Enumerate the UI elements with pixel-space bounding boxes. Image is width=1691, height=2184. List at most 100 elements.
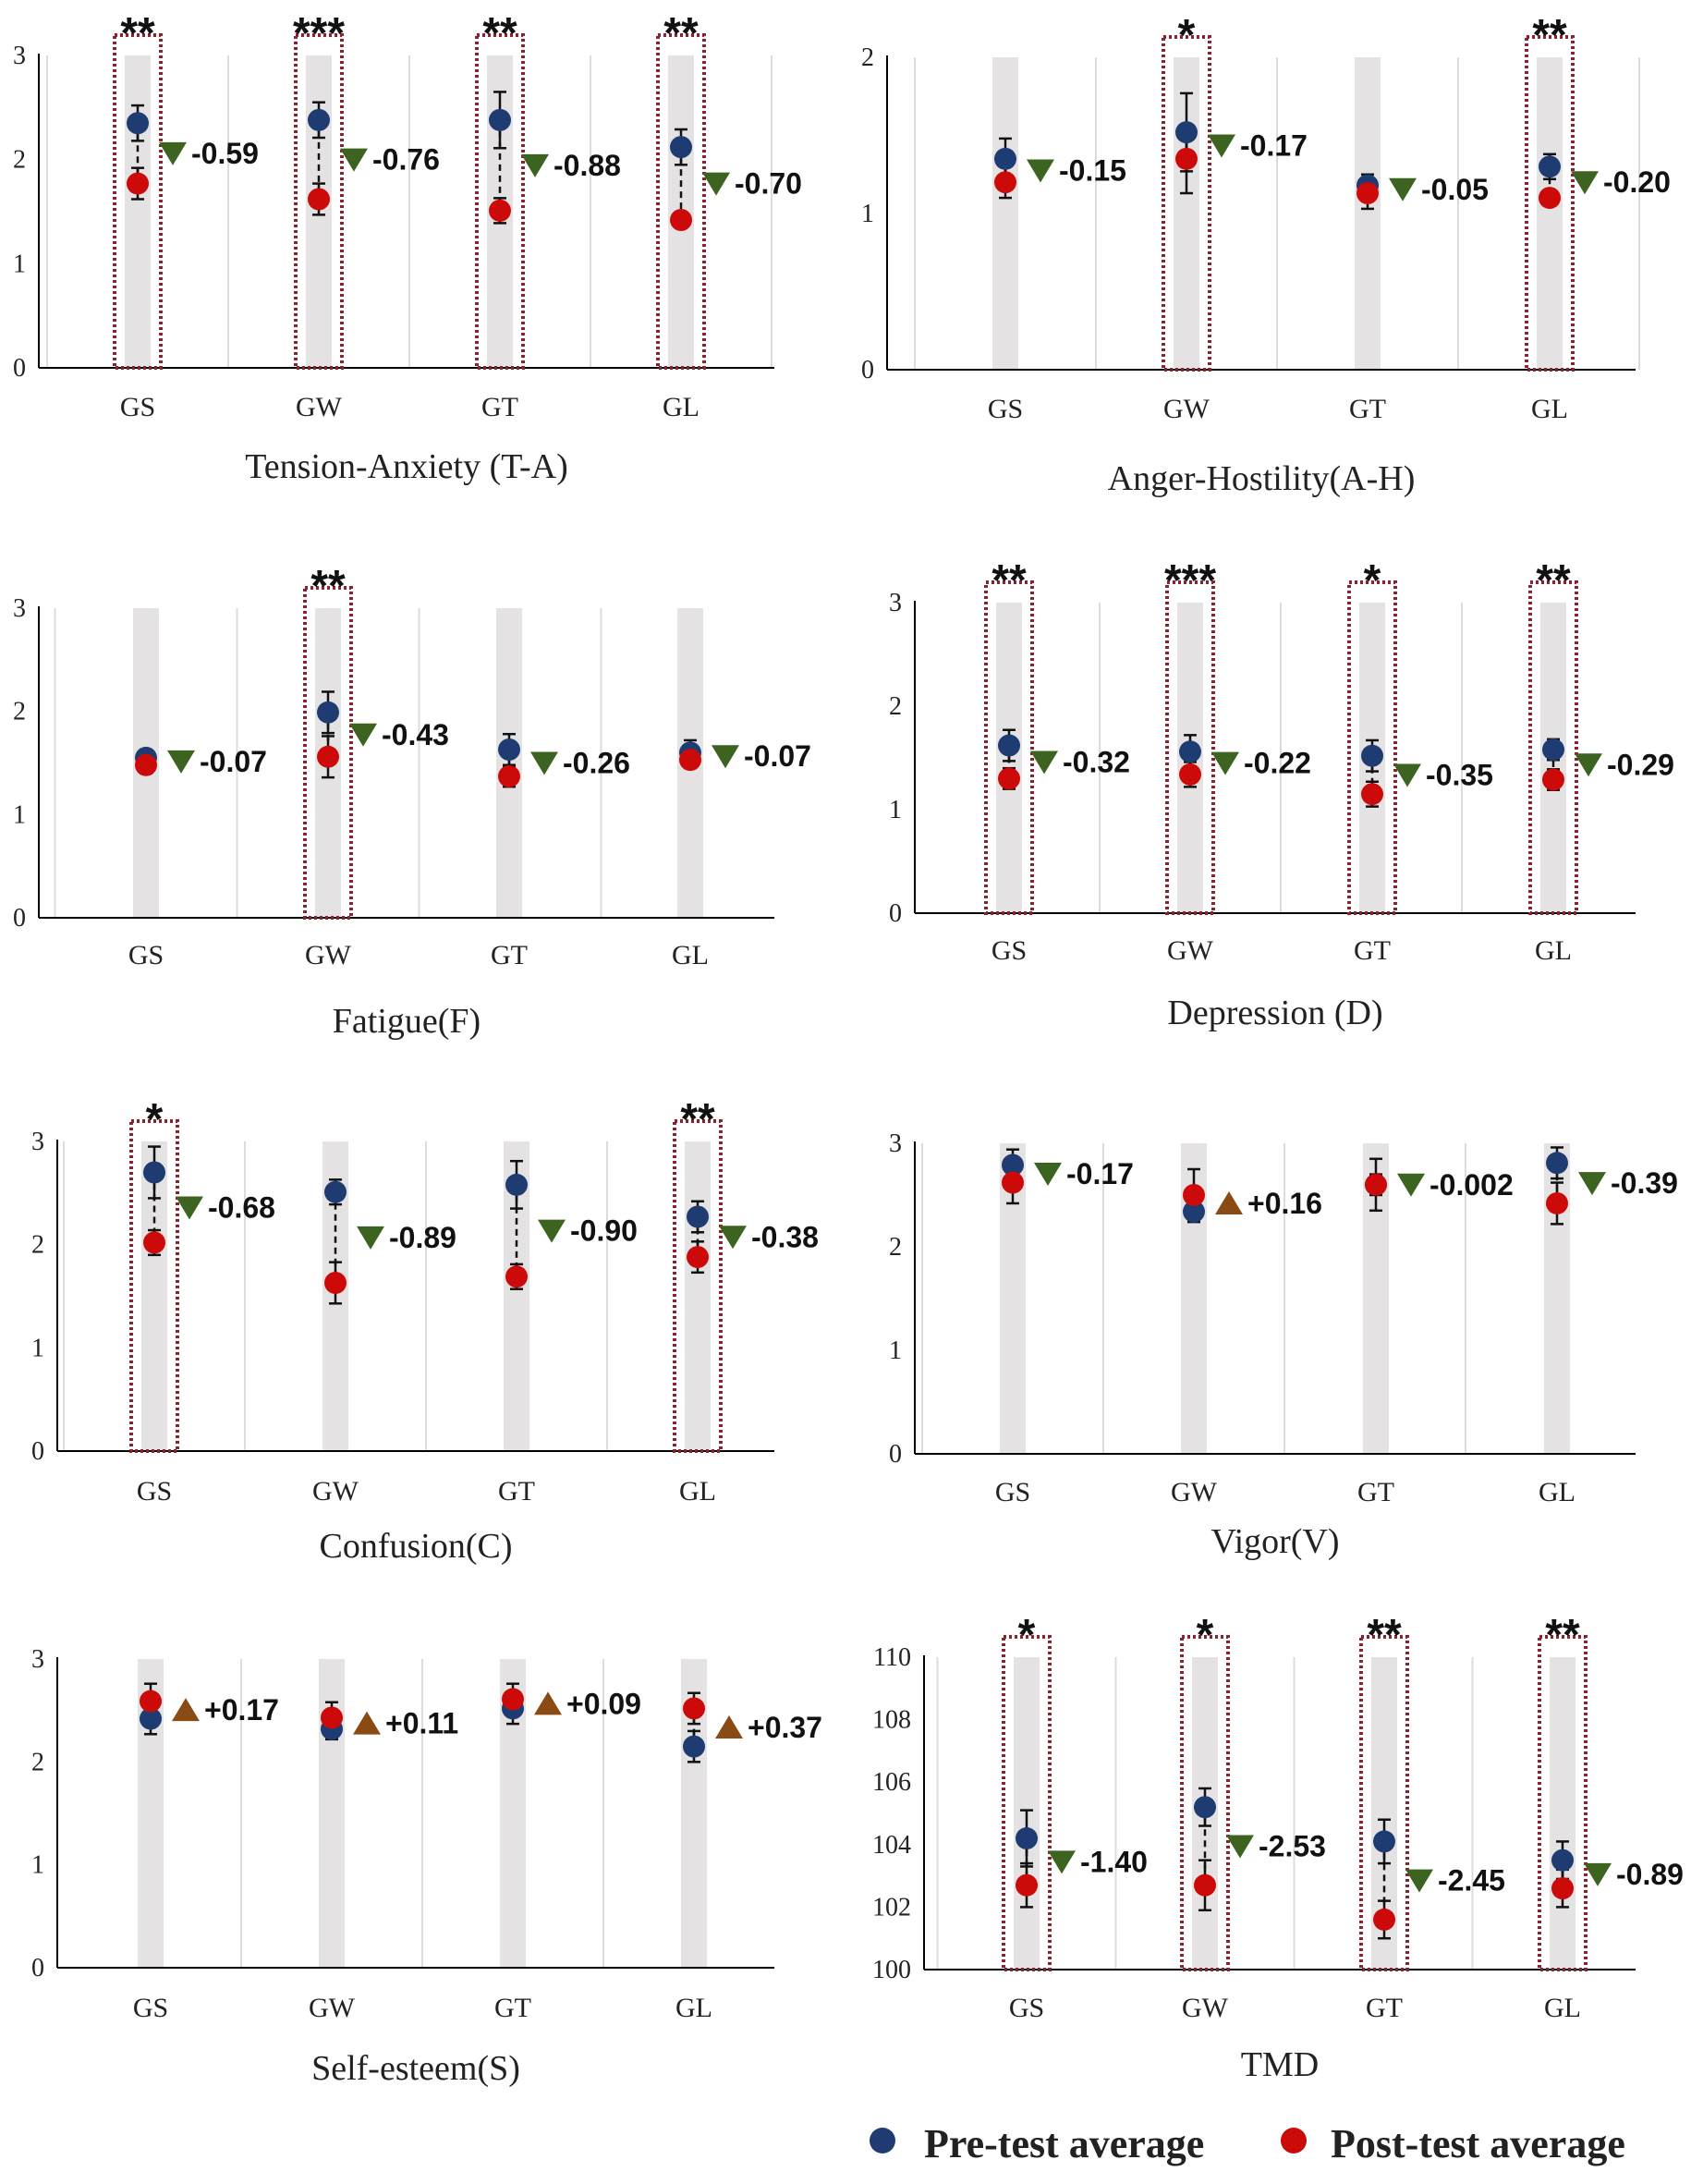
significance-box (1165, 580, 1215, 915)
x-tick-label: GW (1163, 394, 1210, 424)
decrease-triangle-icon (1226, 1835, 1254, 1859)
decrease-triangle-icon (1034, 1163, 1062, 1187)
decrease-triangle-icon (159, 141, 187, 165)
decrease-triangle-icon (349, 723, 377, 747)
y-tick-label: 102 (872, 1893, 911, 1922)
pre-test-point (998, 734, 1020, 757)
decrease-triangle-icon (712, 745, 739, 769)
category-band (1550, 1657, 1575, 1970)
chart-panel-2: 0 1 2 GS GW GT GL Anger-Hostility(A-H) -0.15 * -0.… (861, 11, 1671, 498)
pre-test-point (1016, 1827, 1038, 1850)
post-test-point (1542, 768, 1564, 791)
significance-box (673, 1119, 723, 1453)
significance-stars: ** (991, 556, 1027, 605)
category-band (125, 55, 151, 368)
chart-panel-7: 0 1 2 3 GS GW GT GL Self-esteem(S) +0.17 +0.11 +0.0… (31, 1645, 822, 2088)
post-test-point (1551, 1877, 1574, 1900)
pre-test-point (317, 701, 339, 724)
chart-title: TMD (1241, 2045, 1319, 2084)
pre-test-point (1539, 155, 1561, 178)
y-tick-label: 3 (13, 42, 26, 70)
chart-title: Tension-Anxiety (T-A) (245, 447, 567, 486)
increase-triangle-icon (172, 1698, 200, 1722)
post-test-point (1546, 1191, 1568, 1214)
significance-stars: ** (482, 9, 517, 58)
change-label: -1.40 (1080, 1845, 1148, 1878)
x-tick-label: GL (1535, 935, 1572, 966)
change-label: -0.88 (554, 149, 621, 182)
y-tick-label: 0 (889, 899, 902, 928)
change-label: -0.76 (372, 143, 440, 177)
pre-test-point (1002, 1153, 1024, 1177)
significance-stars: ** (1545, 1611, 1580, 1660)
change-label: +0.17 (204, 1693, 279, 1726)
pre-test-point (140, 1707, 162, 1730)
change-label: -0.38 (751, 1220, 819, 1253)
significance-stars: ** (310, 562, 346, 611)
change-label: -2.53 (1259, 1829, 1326, 1862)
pre-test-point (1551, 1848, 1574, 1872)
category-band (992, 57, 1018, 370)
change-label: -0.43 (382, 718, 449, 751)
x-tick-label: GL (663, 392, 700, 422)
change-label: -0.20 (1603, 165, 1671, 199)
pre-test-point (324, 1180, 347, 1203)
increase-triangle-icon (1215, 1190, 1243, 1214)
pre-test-point (308, 108, 330, 131)
post-test-point (1179, 763, 1201, 786)
pre-test-point (505, 1173, 528, 1196)
increase-triangle-icon (715, 1715, 743, 1739)
post-test-point (1002, 1171, 1024, 1194)
x-tick-label: GW (1182, 1993, 1229, 2023)
x-tick-label: GW (1167, 935, 1214, 966)
y-tick-label: 106 (872, 1768, 911, 1797)
significance-box (984, 580, 1034, 915)
significance-box (294, 33, 344, 370)
change-label: -0.90 (570, 1214, 638, 1248)
x-tick-label: GT (491, 940, 528, 970)
chart-title: Anger-Hostility(A-H) (1108, 459, 1416, 498)
post-test-point (998, 767, 1020, 790)
decrease-triangle-icon (1048, 1850, 1076, 1874)
y-tick-label: 2 (861, 43, 874, 72)
change-label: -0.07 (200, 745, 267, 778)
x-tick-label: GS (120, 392, 155, 422)
pre-test-point (1546, 1152, 1568, 1175)
significance-box (113, 33, 163, 370)
x-tick-label: GS (137, 1476, 172, 1507)
legend-pre-label: Pre-test average (924, 2121, 1204, 2166)
significance-stars: ** (680, 1095, 715, 1144)
decrease-triangle-icon (1584, 1862, 1612, 1886)
pre-test-point (127, 112, 149, 135)
significance-box (1538, 1635, 1588, 1971)
chart-panel-8: 100 102 104 106 108 110 GS GW GT GL TMD * -1.40 * -2.5… (872, 1611, 1684, 2084)
pre-test-point (1361, 744, 1383, 767)
y-tick-label: 2 (13, 698, 26, 726)
post-test-point (317, 745, 339, 768)
y-tick-label: 0 (13, 904, 26, 933)
change-label: -0.32 (1063, 745, 1130, 778)
y-tick-label: 1 (889, 1336, 902, 1365)
post-test-point (679, 749, 701, 772)
decrease-triangle-icon (1578, 1172, 1606, 1196)
y-tick-label: 1 (861, 200, 874, 228)
post-test-point (502, 1688, 524, 1711)
significance-box (129, 1119, 179, 1453)
x-tick-label: GT (494, 1993, 531, 2023)
significance-stars: *** (293, 9, 345, 58)
change-label: -0.22 (1244, 747, 1311, 780)
pre-test-point (1542, 738, 1564, 762)
change-label: -0.17 (1066, 1157, 1134, 1190)
x-tick-label: GS (1009, 1993, 1044, 2023)
significance-box (1528, 580, 1578, 915)
change-label: +0.37 (748, 1711, 822, 1744)
decrease-triangle-icon (1393, 763, 1421, 787)
category-band (1537, 57, 1563, 370)
x-tick-label: GW (309, 1993, 356, 2023)
y-tick-label: 2 (889, 1233, 902, 1262)
chart-panel-3: 0 1 2 3 GS GW GT GL Fatigue(F) -0.07 ** -0.43 -0.26 -… (13, 562, 811, 1041)
significance-stars: ** (1367, 1611, 1402, 1660)
x-tick-label: GW (312, 1476, 359, 1507)
significance-box (1359, 1635, 1409, 1971)
chart-panel-1: 0 1 2 3 GS GW GT GL Tension-Anxiety (T-A) ** -0.59… (13, 9, 802, 486)
